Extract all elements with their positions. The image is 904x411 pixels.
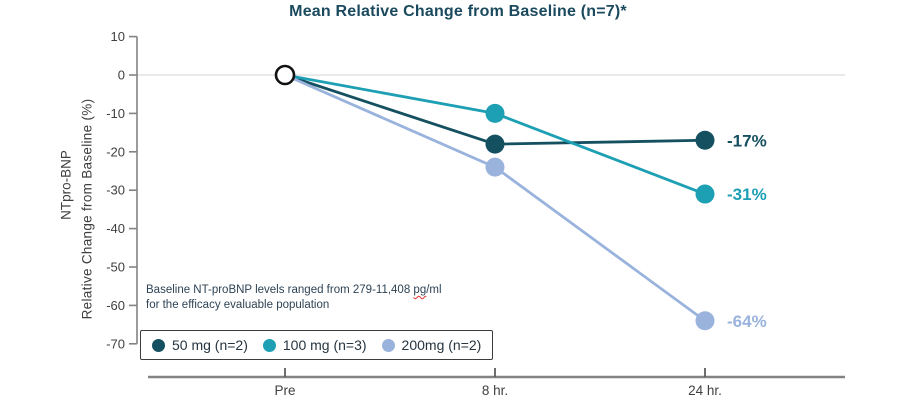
x-tick-label: Pre bbox=[274, 383, 295, 398]
x-tick-label: 24 hr. bbox=[688, 383, 722, 398]
legend-dot-icon bbox=[381, 338, 395, 352]
legend-dot-icon bbox=[152, 338, 165, 352]
data-point-50-mg-n-2-8-hr bbox=[485, 134, 505, 154]
legend-item-100-mg-n-3: 100 mg (n=3) bbox=[262, 337, 367, 353]
data-point-100-mg-n-3-24-hr bbox=[695, 184, 715, 204]
y-tick-label: -60 bbox=[106, 298, 125, 313]
y-tick-label: 10 bbox=[111, 29, 125, 44]
baseline-note: Baseline NT-proBNP levels ranged from 27… bbox=[146, 283, 442, 312]
data-point-100-mg-n-3-8-hr bbox=[485, 103, 505, 123]
y-tick-label: -70 bbox=[106, 336, 125, 351]
y-tick-label: -20 bbox=[106, 144, 125, 159]
value-label-200mg-n-2: -64% bbox=[727, 312, 767, 331]
y-tick-label: 0 bbox=[118, 68, 125, 83]
legend-box: 50 mg (n=2) 100 mg (n=3) 200mg (n=2) bbox=[140, 330, 494, 360]
data-point-200mg-n-2-8-hr bbox=[485, 157, 505, 177]
misspelled-word: pg bbox=[413, 284, 427, 296]
legend-dot-icon bbox=[262, 338, 276, 352]
baseline-note-line2: for the efficacy evaluable population bbox=[146, 298, 330, 311]
y-tick-label: -30 bbox=[106, 183, 125, 198]
y-axis-label-line1: NTpro-BNP bbox=[58, 150, 74, 220]
x-tick-label: 8 hr. bbox=[482, 383, 508, 398]
legend-label: 50 mg (n=2) bbox=[172, 337, 248, 353]
y-tick-label: -40 bbox=[106, 221, 125, 236]
baseline-note-line1: Baseline NT-proBNP levels ranged from 27… bbox=[146, 283, 442, 298]
y-tick-label: -10 bbox=[106, 106, 125, 121]
baseline-note-text: Baseline NT-proBNP levels ranged from 27… bbox=[146, 284, 414, 296]
y-axis-label-line2: Relative Change from Baseline (%) bbox=[79, 98, 95, 320]
legend-label: 200mg (n=2) bbox=[401, 337, 482, 353]
data-point-50-mg-n-2-24-hr bbox=[695, 130, 715, 150]
legend-label: 100 mg (n=3) bbox=[282, 337, 367, 353]
baseline-note-unit: /ml bbox=[426, 284, 442, 296]
legend-item-200mg-n-2: 200mg (n=2) bbox=[381, 337, 482, 353]
data-point-200mg-n-2-24-hr bbox=[695, 311, 715, 331]
baseline-point bbox=[274, 64, 296, 86]
legend-item-50-mg-n-2: 50 mg (n=2) bbox=[152, 337, 248, 353]
value-label-50-mg-n-2: -17% bbox=[727, 131, 767, 150]
chart-title: Mean Relative Change from Baseline (n=7)… bbox=[289, 3, 627, 20]
value-label-100-mg-n-3: -31% bbox=[727, 185, 767, 204]
y-tick-label: -50 bbox=[106, 260, 125, 275]
